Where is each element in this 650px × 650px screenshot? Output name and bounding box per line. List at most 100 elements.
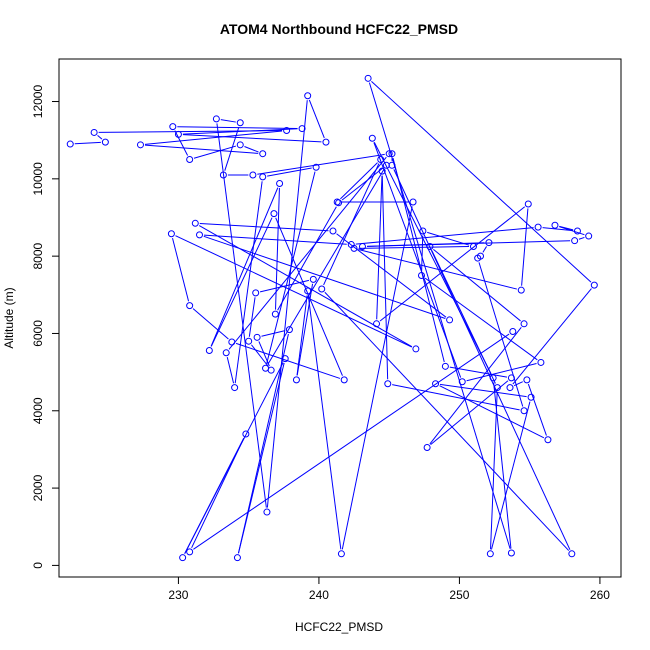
series-segment: [527, 383, 547, 436]
data-point: [364, 74, 372, 82]
data-point: [231, 384, 239, 392]
series-segment: [308, 99, 325, 139]
series-segment: [466, 363, 537, 382]
series-segment: [182, 128, 298, 135]
series-segment: [257, 153, 385, 175]
series-segment: [182, 134, 322, 143]
series-segment: [323, 163, 380, 286]
data-point: [236, 119, 244, 127]
data-point: [568, 550, 576, 558]
data-point: [409, 198, 417, 206]
series-segment: [226, 357, 235, 384]
data-point: [458, 378, 466, 386]
data-point: [298, 125, 306, 133]
data-point: [249, 171, 257, 179]
data-point: [423, 444, 431, 451]
data-point: [259, 150, 267, 158]
series-segment: [512, 288, 592, 385]
data-point: [507, 549, 515, 557]
data-point: [493, 384, 501, 392]
chart-title: ATOM4 Northbound HCFC22_PMSD: [220, 21, 458, 37]
data-point: [534, 223, 542, 231]
data-point: [186, 548, 194, 556]
x-axis-label: HCFC22_PMSD: [295, 620, 383, 634]
data-point: [263, 508, 271, 516]
data-point: [236, 141, 244, 149]
series-segment: [482, 246, 487, 253]
series-segment: [373, 142, 492, 375]
data-point: [506, 384, 514, 392]
x-tick-label: 230: [168, 588, 188, 602]
series-segment: [210, 217, 273, 347]
data-point: [66, 140, 74, 148]
series-segment: [234, 181, 263, 384]
data-point: [412, 345, 420, 353]
data-point: [281, 355, 289, 363]
data-point: [489, 374, 497, 382]
series-segment: [228, 156, 387, 350]
series-points: [66, 74, 598, 562]
series-segment: [490, 401, 531, 550]
series-segment: [421, 235, 424, 271]
y-tick-label: 6000: [31, 320, 45, 347]
series-segment: [248, 297, 256, 337]
series-segment: [193, 145, 237, 159]
series-segment: [513, 381, 523, 387]
data-point: [196, 231, 203, 239]
data-point: [388, 161, 396, 169]
data-point: [507, 374, 515, 382]
data-point: [340, 376, 348, 384]
data-point: [571, 237, 579, 245]
data-point: [469, 242, 477, 250]
series-segment: [431, 250, 496, 384]
data-point: [358, 242, 366, 250]
series-segment: [424, 277, 538, 361]
data-point: [167, 230, 175, 238]
series-segment: [430, 380, 509, 446]
data-point: [486, 550, 494, 558]
data-point: [337, 550, 345, 558]
series-segment: [266, 171, 316, 365]
data-point: [329, 227, 337, 235]
series-segment: [224, 126, 240, 171]
series-segment: [259, 279, 310, 293]
data-point: [517, 286, 525, 294]
data-point: [368, 134, 376, 142]
data-point: [276, 179, 284, 187]
series-segment: [392, 384, 520, 411]
data-point: [222, 349, 230, 357]
data-point: [304, 92, 312, 100]
series-segment: [542, 227, 574, 232]
y-axis-label: Altitude (m): [2, 287, 16, 348]
series-segment: [193, 333, 510, 550]
series-segment: [296, 283, 314, 376]
data-point: [233, 554, 241, 562]
series-segment: [371, 80, 592, 283]
series-segment: [368, 82, 511, 549]
series-segment: [177, 126, 298, 130]
series-segment: [358, 249, 518, 290]
series-segment: [439, 383, 527, 398]
series-segment: [97, 135, 103, 140]
series-segment: [203, 235, 446, 319]
series-segment: [184, 437, 245, 554]
data-point: [219, 171, 227, 179]
data-point: [90, 128, 98, 136]
series-segment: [275, 187, 280, 310]
series-segment: [340, 162, 378, 200]
data-point: [520, 407, 528, 415]
series-segment: [429, 327, 522, 445]
series-segment: [324, 291, 570, 551]
series-segment: [191, 437, 245, 549]
series-segment: [192, 308, 229, 340]
series-segment: [175, 235, 413, 348]
x-tick-label: 240: [309, 588, 329, 602]
data-point: [417, 271, 425, 279]
series-segment: [478, 262, 524, 407]
y-tick-label: 12000: [31, 85, 45, 119]
data-point: [573, 227, 581, 235]
data-point: [285, 326, 293, 334]
series-segment: [376, 175, 383, 320]
data-point: [262, 364, 270, 372]
